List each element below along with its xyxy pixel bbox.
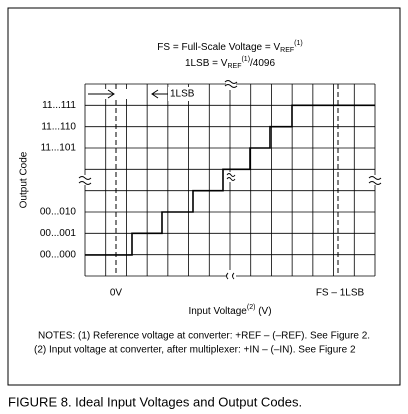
code-label: 11...101 — [41, 143, 77, 154]
staircase — [85, 104, 375, 256]
note: (2) Input voltage at converter, after mu… — [34, 345, 356, 356]
code-label: 00...010 — [40, 207, 77, 218]
fs-definition: FS = Full-Scale Voltage = VREF(1) — [157, 40, 302, 54]
code-label: 11...111 — [42, 100, 76, 111]
note: NOTES: (1) Reference voltage at converte… — [38, 331, 370, 342]
lsb-arrow-left — [151, 89, 168, 99]
marker-label-bg — [168, 87, 194, 101]
lsb-definition: 1LSB = VREF(1)/4096 — [185, 56, 276, 70]
frame — [7, 7, 401, 386]
lsb-marker: 1LSB — [170, 89, 195, 100]
marker-bg — [86, 89, 146, 99]
lsb-arrow-right — [88, 89, 115, 99]
code-label: 00...001 — [40, 228, 77, 239]
code-labels: 11...111 11...110 11...101 00...010 00...001… — [40, 100, 77, 260]
grid — [84, 83, 376, 277]
caption: FIGURE 8. Ideal Input Voltages and Outpu… — [8, 394, 302, 409]
break-marks — [78, 80, 382, 280]
y-axis-label: Output Code — [19, 151, 30, 208]
fs-label: FS – 1LSB — [316, 288, 365, 299]
code-label: 11...110 — [41, 121, 76, 132]
x-axis-label: Input Voltage(2) (V) — [188, 304, 271, 317]
code-label: 00...000 — [40, 249, 77, 260]
break-gaps — [79, 78, 381, 282]
zero-label: 0V — [110, 288, 123, 299]
